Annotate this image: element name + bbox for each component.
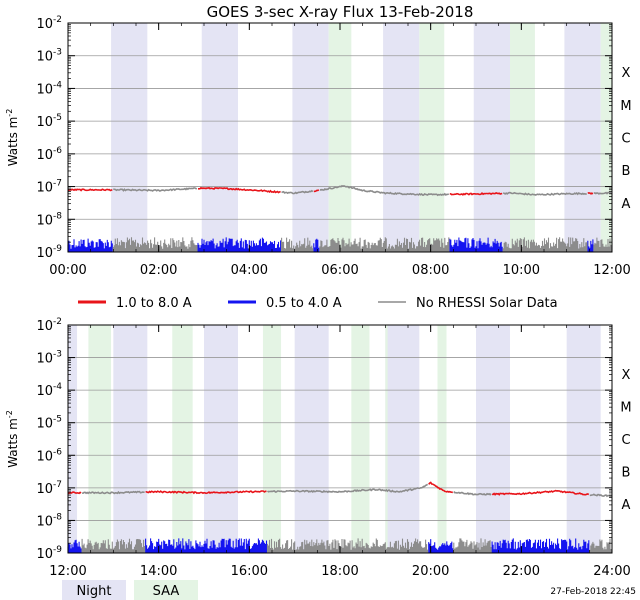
flare-class-label: X (622, 368, 631, 383)
y-tick-label: 10-7 (36, 179, 62, 196)
series-rhessi-long (82, 483, 613, 498)
night-band (292, 23, 329, 252)
flare-class-label: M (620, 400, 631, 415)
flare-class-label: A (622, 498, 631, 513)
y-tick-label: 10-6 (36, 146, 62, 163)
saa-band (437, 325, 447, 553)
night-band (564, 23, 601, 252)
y-tick-label: 10-2 (36, 15, 62, 32)
bottom-legend: Night SAA (62, 580, 198, 600)
x-tick-label: 06:00 (321, 263, 358, 278)
saa-band (385, 325, 388, 553)
shading-label: SAA (153, 584, 180, 599)
y-tick-label: 10-2 (36, 317, 62, 334)
y-tick-label: 10-9 (36, 244, 62, 261)
y-tick-label: 10-3 (36, 350, 62, 367)
legend-entry: No RHESSI Solar Data (378, 296, 558, 311)
panels: 10-2 10-3 10-4 10-5 10-6 10-7 10-8 10-9 X M C B A Wat… (5, 15, 632, 579)
flare-class-label: C (621, 132, 630, 147)
series-rhessi-short (112, 237, 612, 252)
legend-label: No RHESSI Solar Data (416, 296, 558, 311)
night-band (566, 325, 601, 553)
legend-entry: 0.5 to 4.0 A (228, 296, 342, 311)
y-tick-label: 10-9 (36, 545, 62, 562)
y-tick-label: 10-4 (36, 382, 62, 399)
shading-swatch (62, 580, 126, 600)
flare-class-label: X (622, 66, 631, 81)
night-band (473, 23, 510, 252)
plot-frame (67, 324, 613, 554)
saa-band (344, 23, 350, 252)
x-tick-label: 10:00 (503, 263, 540, 278)
shading-legend-entry: SAA (134, 580, 198, 600)
x-tick-label: 24:00 (593, 564, 630, 579)
x-tick-label: 04:00 (231, 263, 268, 278)
night-band (204, 325, 238, 553)
saa-band (172, 325, 193, 553)
y-tick-label: 10-4 (36, 80, 62, 97)
x-tick-label: 18:00 (321, 564, 358, 579)
saa-band (510, 23, 535, 252)
y-tick-label: 10-8 (36, 512, 62, 529)
panel-1: 10-2 10-3 10-4 10-5 10-6 10-7 10-8 10-9 X M C B A Wat… (5, 15, 632, 278)
x-tick-label: 22:00 (503, 564, 540, 579)
night-band (476, 325, 510, 553)
y-tick-label: 10-3 (36, 48, 62, 65)
series-rhessi-long (113, 184, 613, 197)
y-tick-label: 10-7 (36, 480, 62, 497)
x-tick-label: 00:00 (49, 263, 86, 278)
night-band (201, 23, 238, 252)
x-tick-label: 12:00 (593, 263, 630, 278)
night-band (111, 23, 148, 252)
legend-entry: 1.0 to 8.0 A (78, 296, 192, 311)
x-tick-label: 16:00 (231, 564, 268, 579)
flare-class-label: C (621, 433, 630, 448)
legend-label: 1.0 to 8.0 A (116, 296, 192, 311)
shading-swatch (134, 580, 198, 600)
series-long-channel (67, 481, 590, 496)
y-axis-label: Watts m-2 (5, 410, 20, 468)
timestamp: 27-Feb-2018 22:45 (550, 587, 636, 597)
saa-band (262, 325, 282, 553)
saa-band (419, 23, 445, 252)
night-band (385, 325, 420, 553)
x-tick-label: 08:00 (412, 263, 449, 278)
chart-title: GOES 3-sec X-ray Flux 13-Feb-2018 (207, 3, 474, 21)
y-axis-label: Watts m-2 (5, 109, 20, 167)
y-tick-label: 10-6 (36, 447, 62, 464)
legend: 1.0 to 8.0 A 0.5 to 4.0 A No RHESSI Solar … (78, 296, 558, 311)
y-tick-label: 10-5 (36, 415, 62, 432)
saa-band (351, 325, 370, 553)
legend-label: 0.5 to 4.0 A (266, 296, 342, 311)
panel-2: 10-2 10-3 10-4 10-5 10-6 10-7 10-8 10-9 X M C B A Wat… (5, 317, 632, 579)
flare-class-label: A (622, 197, 631, 212)
night-band (68, 325, 78, 553)
x-tick-label: 02:00 (140, 263, 177, 278)
x-tick-label: 12:00 (49, 564, 86, 579)
x-tick-label: 14:00 (140, 564, 177, 579)
series-long-channel (67, 186, 594, 196)
shading-legend-entry: Night (62, 580, 126, 600)
saa-band (88, 325, 112, 553)
y-tick-label: 10-8 (36, 211, 62, 228)
flare-class-label: B (622, 164, 631, 179)
flare-class-label: M (620, 99, 631, 114)
flare-class-label: B (622, 466, 631, 481)
y-tick-label: 10-5 (36, 113, 62, 130)
shading-label: Night (77, 584, 112, 599)
x-tick-label: 20:00 (412, 564, 449, 579)
saa-band (600, 23, 612, 252)
night-band (113, 325, 148, 553)
night-band (294, 325, 329, 553)
night-band (383, 23, 420, 252)
